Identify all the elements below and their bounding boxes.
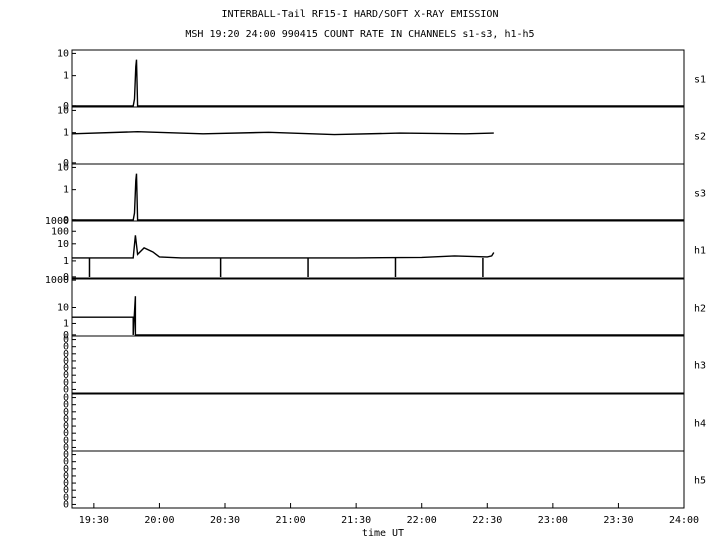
y-tick-label-h3: 0 [63, 349, 69, 360]
x-tick-label: 20:00 [144, 515, 174, 526]
y-tick-label-h5: 0 [63, 492, 69, 503]
y-tick-label-s1: 1 [63, 71, 69, 82]
series-line-h2 [72, 296, 684, 336]
x-tick-label: 23:30 [603, 515, 633, 526]
y-tick-label-s1: 10 [57, 48, 69, 59]
panel-frame-s2 [71, 106, 685, 165]
chart-subtitle: MSH 19:20 24:00 990415 COUNT RATE IN CHA… [185, 29, 535, 40]
panel-frame-h1 [71, 220, 685, 279]
x-tick-label: 23:00 [538, 515, 568, 526]
y-tick-label-h3: 0 [63, 377, 69, 388]
y-tick-label-h4: 0 [63, 428, 69, 439]
y-tick-label-h1: 10 [57, 239, 69, 250]
y-tick-label-h4: 0 [63, 435, 69, 446]
y-tick-label-h5: 0 [63, 457, 69, 468]
x-axis-label: time UT [362, 528, 404, 539]
panel-label-s2: s2 [694, 132, 706, 143]
y-tick-label-h5: 0 [63, 485, 69, 496]
panel-frame-h5 [71, 450, 685, 509]
y-tick-label-h3: 0 [63, 384, 69, 395]
y-tick-label-h5: 0 [63, 450, 69, 461]
y-tick-label-h3: 0 [63, 370, 69, 381]
y-tick-label-h3: 0 [63, 356, 69, 367]
series-line-s2 [71, 130, 494, 136]
y-tick-label-h2: 10 [57, 303, 69, 314]
x-tick-label: 24:00 [669, 515, 699, 526]
y-tick-label-h1: 100 [51, 226, 69, 237]
panel-label-s3: s3 [694, 189, 706, 200]
panel-label-h5: h5 [694, 476, 706, 487]
y-tick-label-h3: 0 [63, 363, 69, 374]
y-tick-label-h4: 0 [63, 414, 69, 425]
series-line-s3 [72, 173, 684, 221]
y-tick-label-h4: 0 [63, 400, 69, 411]
panel-label-h2: h2 [694, 304, 706, 315]
y-tick-label-h5: 0 [63, 478, 69, 489]
x-tick-label: 20:30 [210, 515, 240, 526]
y-tick-label-s3: 10 [57, 162, 69, 173]
y-tick-label-s2: 1 [63, 128, 69, 139]
y-tick-label-h4: 0 [63, 407, 69, 418]
y-tick-label-s1: 0 [63, 101, 69, 112]
panel-label-h1: h1 [694, 246, 706, 257]
panel-frame-h3 [71, 335, 685, 394]
y-tick-label-h2: 1 [63, 318, 69, 329]
panel-label-h3: h3 [694, 361, 706, 372]
y-tick-label-s3: 1 [63, 185, 69, 196]
y-tick-label-h1: 1 [63, 256, 69, 267]
y-tick-label-h1: 1000 [45, 216, 69, 227]
x-tick-label: 22:30 [472, 515, 502, 526]
y-tick-label-h4: 0 [63, 421, 69, 432]
panel-label-s1: s1 [694, 75, 706, 86]
chart-title: INTERBALL-Tail RF15-I HARD/SOFT X-RAY EM… [221, 9, 499, 20]
y-tick-label-h1: 0 [63, 272, 69, 283]
panel-frame-h2 [71, 278, 685, 337]
y-tick-label-h3: 0 [63, 335, 69, 346]
series-line-h1 [72, 235, 495, 259]
x-tick-label: 19:30 [79, 515, 109, 526]
y-tick-label-s2: 10 [57, 105, 69, 116]
y-tick-label-h4: 0 [63, 442, 69, 453]
y-tick-label-h2: 0 [63, 330, 69, 341]
x-tick-label: 21:00 [276, 515, 306, 526]
panel-frame-h4 [71, 393, 685, 452]
y-tick-label-h2: 1000 [45, 275, 69, 286]
x-tick-label: 21:30 [341, 515, 371, 526]
y-tick-label-h5: 0 [63, 464, 69, 475]
panel-frame-s1 [71, 49, 685, 108]
panel-frame-s3 [71, 163, 685, 222]
y-tick-label-s2: 0 [63, 158, 69, 169]
series-line-s1 [72, 59, 684, 107]
y-tick-label-h5: 0 [63, 499, 69, 510]
panel-label-h4: h4 [694, 419, 706, 430]
y-tick-label-h5: 0 [63, 471, 69, 482]
y-tick-label-s3: 0 [63, 215, 69, 226]
y-tick-label-h3: 0 [63, 342, 69, 353]
x-tick-label: 22:00 [407, 515, 437, 526]
y-tick-label-h4: 0 [63, 393, 69, 404]
